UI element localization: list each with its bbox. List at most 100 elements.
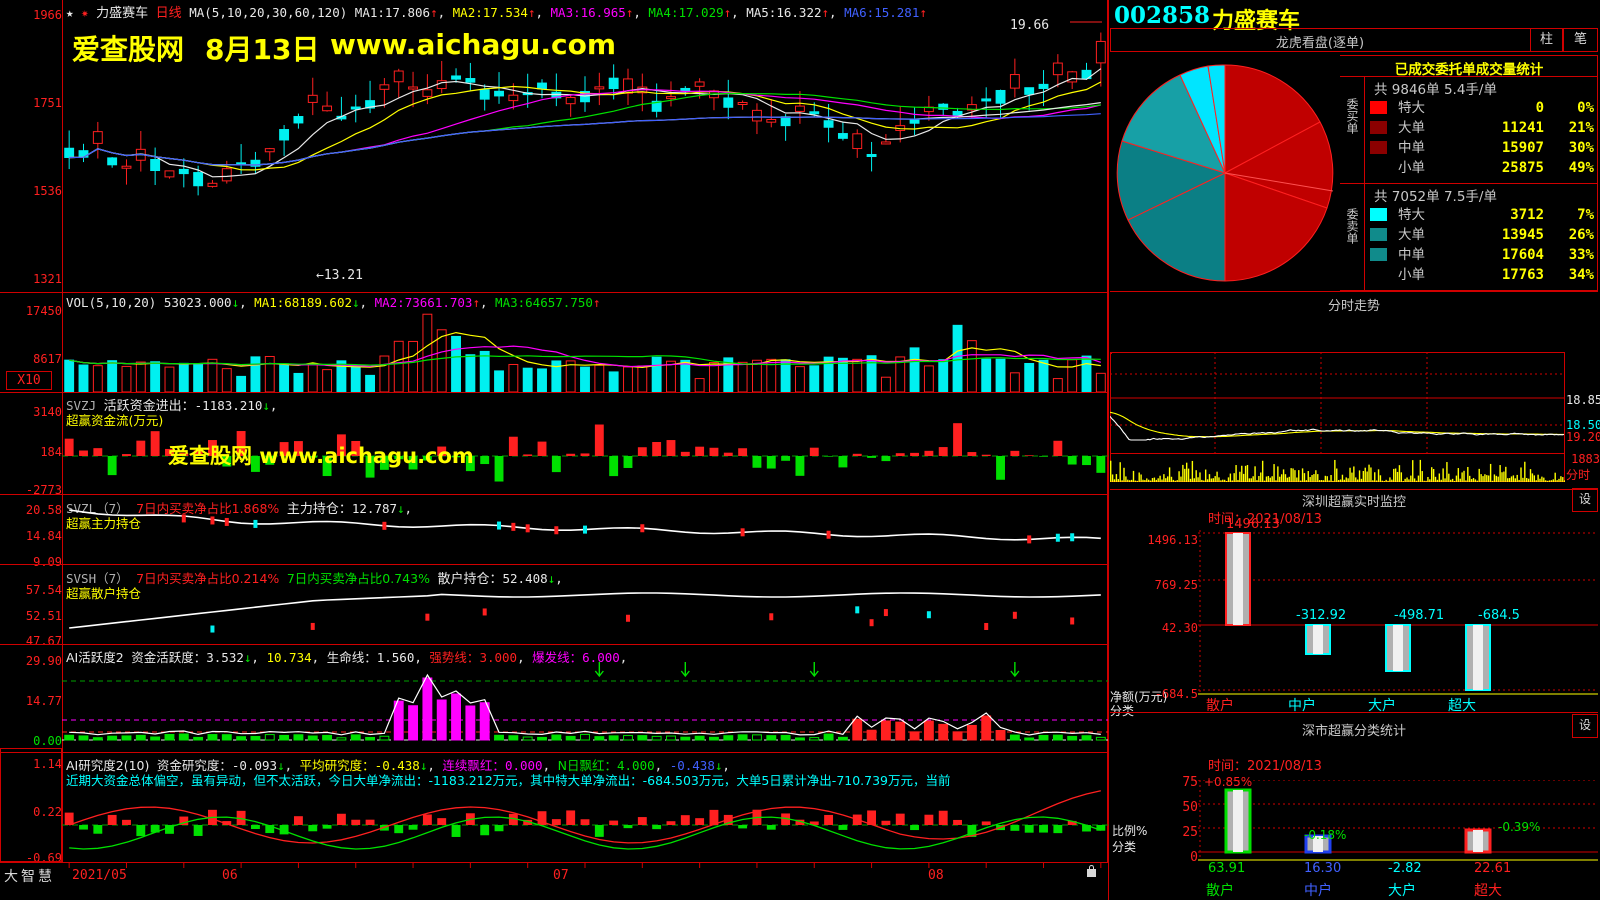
- monitor-category: 超大: [1448, 698, 1476, 714]
- aihuo-life: 1.560: [376, 650, 415, 665]
- table-row[interactable]: 小单 17763 34%: [1368, 265, 1596, 285]
- svsh-arrow: ↓: [547, 571, 556, 586]
- intraday-chart[interactable]: [1110, 352, 1565, 482]
- aihuo-burst-label: 爆发线：: [532, 650, 583, 665]
- aiyan-canvas[interactable]: [62, 785, 1108, 862]
- monitor-time: 时间：2021/08/13: [1208, 508, 1322, 527]
- volume-title[interactable]: VOL(5,10,20): [66, 295, 157, 310]
- ma1-label: MA1:: [354, 5, 385, 20]
- classify-chart[interactable]: [1198, 780, 1598, 862]
- svzj-code[interactable]: SVZJ: [66, 398, 97, 413]
- longhu-pie-chart[interactable]: [1110, 55, 1340, 291]
- aihuo-canvas[interactable]: [62, 660, 1108, 752]
- sell-row-pct: 34%: [1568, 267, 1594, 283]
- table-row[interactable]: 小单 25875 49%: [1368, 158, 1596, 178]
- volume-ma3-arrow: ↑: [592, 295, 601, 310]
- divider: [1110, 489, 1598, 490]
- color-swatch: [1370, 248, 1387, 261]
- classify-category: 大户: [1388, 883, 1416, 899]
- svzl-axis-tick: 20.58: [25, 503, 62, 517]
- monitor-set-button[interactable]: 设: [1572, 488, 1598, 512]
- buy-row-count: 11241: [1501, 120, 1544, 136]
- classify-ytick: 0: [1190, 850, 1198, 865]
- svsh-canvas[interactable]: [62, 566, 1108, 644]
- ma2-value: 17.534: [482, 5, 528, 20]
- aiyan-a2: ↓: [419, 758, 428, 773]
- ma6-arrow: ↑: [919, 5, 927, 20]
- table-row[interactable]: 特大 0 0%: [1368, 98, 1596, 118]
- intraday-tick: 1883: [1571, 452, 1600, 466]
- price-axis-tick: 1966: [33, 8, 62, 22]
- svzj-canvas[interactable]: [62, 412, 1108, 492]
- order-stat-frame: [1340, 55, 1598, 291]
- divider: [1110, 712, 1598, 713]
- volume-ma3-value: 64657.750: [525, 295, 593, 310]
- table-row[interactable]: 大单 13945 26%: [1368, 225, 1596, 245]
- sell-row-pct: 33%: [1568, 247, 1594, 263]
- btn-zhu[interactable]: 柱: [1530, 28, 1563, 52]
- table-row[interactable]: 大单 11241 21%: [1368, 118, 1596, 138]
- color-swatch: [1370, 208, 1387, 221]
- intraday-tick: 18.50: [1566, 418, 1600, 432]
- svzj-subtitle: 超赢资金流(万元): [66, 413, 164, 428]
- aihuo-header: AI活跃度2 资金活跃度：3.532↓, 10.734, 生命线：1.560, …: [66, 650, 628, 665]
- svzj-axis-tick: 184: [40, 445, 62, 459]
- sun-icon: ✷: [81, 5, 89, 20]
- kline-canvas[interactable]: [62, 14, 1108, 292]
- kline-low-marker: ←13.21: [316, 268, 363, 283]
- aiyan-code[interactable]: AI研究度2(10): [66, 758, 150, 773]
- btn-bi[interactable]: 笔: [1563, 28, 1598, 52]
- aihuo-axis-tick: 14.77: [25, 694, 62, 708]
- ma3-label: MA3:: [550, 5, 581, 20]
- svzj-label: 活跃资金进出：: [103, 399, 195, 414]
- aiyan-xlabel: 分类: [1112, 840, 1137, 854]
- aihuo-code[interactable]: AI活跃度2: [66, 650, 124, 665]
- monitor-chart[interactable]: [1198, 530, 1598, 700]
- monitor-ytick: -684.5: [1154, 687, 1198, 701]
- svsh-code[interactable]: SVSH（7）: [66, 571, 129, 586]
- kline-ma-formula[interactable]: MA(5,10,20,30,60,120): [189, 5, 348, 20]
- kline-period[interactable]: 日线: [155, 6, 182, 21]
- volume-ma2-value: 73661.703: [404, 295, 473, 310]
- sell-header: 共 7052单 7.5手/单: [1374, 189, 1497, 205]
- sell-row-pct: 26%: [1568, 227, 1594, 243]
- svsh-axis-tick: 57.54: [25, 583, 62, 597]
- divider: [0, 392, 1108, 393]
- buy-row-count: 0: [1535, 100, 1544, 116]
- ma4-value: 17.029: [678, 5, 724, 20]
- sell-row-count: 3712: [1510, 207, 1544, 223]
- stock-code: 002858: [1114, 2, 1211, 29]
- classify-set-button[interactable]: 设: [1572, 714, 1598, 738]
- ma2-arrow: ↑: [527, 5, 536, 20]
- table-row[interactable]: 中单 17604 33%: [1368, 245, 1596, 265]
- svzl-canvas[interactable]: [62, 500, 1108, 564]
- aiyan-v2: -0.438: [374, 758, 420, 773]
- date-tick: 2021/05: [72, 868, 127, 883]
- price-axis-tick: 1536: [33, 184, 62, 198]
- ma4-arrow: ↑: [723, 5, 732, 20]
- divider: [0, 494, 1108, 495]
- aiyan-v1: -0.093: [231, 758, 278, 773]
- order-stat-title: 已成交委托单成交量统计: [1394, 62, 1544, 78]
- ma5-label: MA5:: [746, 5, 777, 20]
- svzl-seg2: 主力持仓：: [286, 502, 352, 517]
- monitor-category: 中户: [1288, 698, 1316, 714]
- buy-row-pct: 49%: [1568, 160, 1594, 176]
- table-row[interactable]: 中单 15907 30%: [1368, 138, 1596, 158]
- classify-value: 16.30: [1304, 861, 1342, 876]
- divider: [0, 292, 1108, 293]
- ma6-label: MA6:: [844, 5, 875, 20]
- ma5-arrow: ↑: [821, 5, 830, 20]
- aiyan-l4: N日飘红：: [557, 758, 617, 773]
- buy-row-pct: 21%: [1568, 120, 1594, 136]
- divider: [1340, 76, 1598, 77]
- svzl-seg1: 7日内买卖净占比1.868%: [136, 501, 280, 516]
- table-row[interactable]: 特大 3712 7%: [1368, 205, 1596, 225]
- divider: [1110, 291, 1598, 292]
- monitor-time-label: 时间：: [1208, 512, 1248, 527]
- divider: [1364, 76, 1365, 291]
- buy-header: 共 9846单 5.4手/单: [1374, 82, 1497, 98]
- monitor-ytick: 42.30: [1161, 621, 1198, 635]
- volume-canvas[interactable]: [62, 312, 1108, 392]
- aiyan-comment: 近期大资金总体偏空，虽有异动，但不太活跃，今日大单净流出：-1183.212万元…: [66, 773, 951, 788]
